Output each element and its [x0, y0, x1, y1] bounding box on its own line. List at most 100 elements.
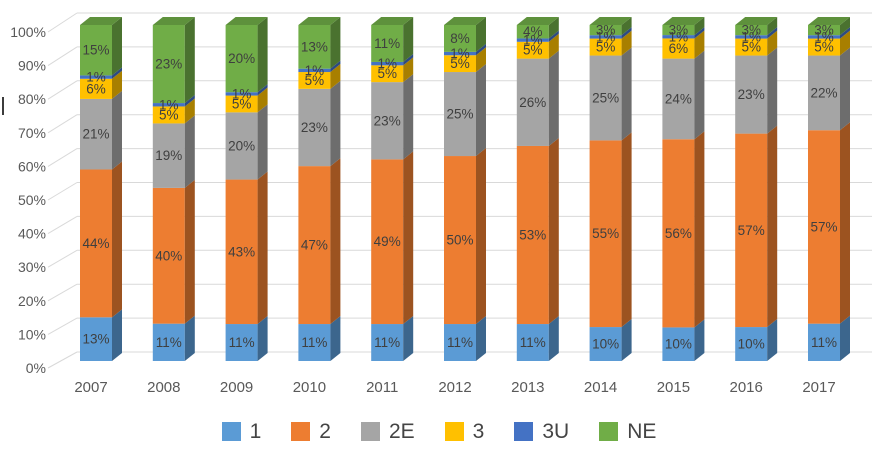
- bar-top-face: [80, 17, 122, 25]
- bar-segment-2E-2012: [444, 72, 476, 157]
- bar-segment-1-2008: [152, 323, 185, 361]
- bar-segment-side-face: [621, 47, 632, 141]
- bar-segment-side-face: [330, 60, 341, 73]
- data-label-2E-2017: 22%: [810, 85, 837, 100]
- bar-segment-2E-2016: [735, 55, 768, 134]
- bar-segment-3U-2009: [225, 92, 258, 96]
- bar-segment-side-face: [330, 17, 341, 69]
- bar-segment-3U-2017: [808, 35, 840, 39]
- bar-segment-side-face: [403, 74, 414, 160]
- bar-segment-side-face: [257, 87, 268, 113]
- bar-segment-side-face: [403, 57, 414, 83]
- data-label-NE-2010: 13%: [301, 39, 328, 54]
- bar-segment-side-face: [184, 95, 195, 107]
- bar-segment-side-face: [257, 171, 268, 325]
- bar-segment-side-face: [112, 70, 122, 99]
- x-axis-category-label: 2015: [657, 379, 690, 396]
- data-label-2E-2008: 19%: [155, 148, 182, 163]
- gridline-connector: [47, 317, 78, 335]
- bar-segment-2-2015: [662, 139, 695, 328]
- bar-top-face: [298, 17, 341, 25]
- data-label-3-2015: 6%: [669, 41, 689, 56]
- data-label-2-2011: 49%: [374, 234, 401, 249]
- y-axis-tick-label: 20%: [18, 293, 46, 309]
- bar-segment-side-face: [621, 17, 632, 36]
- legend-label: 2E: [388, 420, 415, 443]
- data-label-1-2015: 10%: [665, 337, 692, 352]
- data-label-2-2015: 56%: [665, 226, 692, 241]
- data-label-NE-2015: 3%: [669, 23, 689, 38]
- data-label-3-2012: 5%: [450, 56, 470, 71]
- text-cursor-artifact: [2, 97, 4, 115]
- data-label-NE-2013: 4%: [523, 24, 543, 39]
- data-label-NE-2016: 3%: [741, 23, 761, 38]
- data-label-2-2008: 40%: [155, 248, 182, 263]
- data-label-1-2016: 10%: [738, 337, 765, 352]
- bar-segment-side-face: [184, 315, 195, 361]
- bar-segment-side-face: [840, 315, 850, 361]
- data-label-3U-2017: 1%: [814, 29, 834, 44]
- bar-segment-NE-2014: [589, 25, 622, 36]
- data-label-2E-2007: 21%: [82, 127, 109, 142]
- bar-top-face: [808, 17, 850, 25]
- data-label-3U-2013: 1%: [523, 33, 543, 48]
- bar-segment-2-2017: [808, 130, 840, 324]
- legend-swatch-icon: [514, 422, 534, 441]
- legend-label: 2: [319, 420, 331, 443]
- x-axis-category-label: 2010: [293, 379, 326, 396]
- bar-segment-side-face: [694, 27, 705, 39]
- data-label-2E-2016: 23%: [738, 87, 765, 102]
- y-axis-tick-label: 70%: [18, 125, 46, 141]
- legend-label: NE: [627, 420, 657, 443]
- data-label-2-2013: 53%: [519, 228, 546, 243]
- bar-top-face: [735, 17, 778, 25]
- bar-segment-3-2008: [152, 106, 185, 124]
- bar-segment-2E-2015: [662, 58, 695, 140]
- bar-segment-side-face: [548, 316, 559, 361]
- bar-segment-3U-2008: [152, 103, 185, 107]
- data-label-3-2007: 6%: [86, 81, 106, 96]
- bar-segment-side-face: [330, 80, 341, 167]
- data-label-1-2014: 10%: [592, 337, 619, 352]
- data-label-NE-2011: 11%: [374, 36, 400, 51]
- bar-segment-side-face: [112, 309, 122, 361]
- bar-top-face: [371, 17, 414, 25]
- bar-segment-3-2014: [589, 38, 622, 56]
- bar-segment-side-face: [548, 137, 559, 325]
- x-axis-category-label: 2017: [802, 379, 835, 396]
- bar-segment-side-face: [621, 319, 632, 361]
- bar-segment-2E-2017: [808, 55, 840, 131]
- data-label-3U-2012: 1%: [450, 46, 470, 61]
- data-label-2E-2013: 26%: [519, 95, 546, 110]
- legend-label: 3U: [542, 420, 570, 443]
- legend-swatch-icon: [221, 422, 241, 441]
- bar-segment-NE-2008: [152, 25, 185, 104]
- bar-segment-2-2013: [516, 145, 549, 325]
- data-label-NE-2009: 20%: [228, 51, 255, 66]
- bar-segment-NE-2013: [516, 25, 549, 39]
- legend-swatch-icon: [444, 422, 464, 441]
- bar-segment-side-face: [840, 17, 850, 36]
- bar-segment-side-face: [476, 17, 486, 52]
- bar-top-face: [225, 17, 268, 25]
- bar-segment-1-2011: [371, 324, 404, 361]
- bar-segment-2E-2013: [516, 58, 549, 146]
- bar-segment-3-2016: [735, 38, 768, 56]
- bar-segment-3-2015: [662, 38, 695, 59]
- bar-segment-2E-2010: [298, 88, 331, 167]
- legend-item-NE: NE: [599, 421, 656, 442]
- data-label-2E-2014: 25%: [592, 90, 619, 105]
- bar-segment-side-face: [767, 17, 778, 36]
- legend-item-3U: 3U: [514, 421, 569, 442]
- bar-segment-side-face: [767, 125, 778, 328]
- gridline-connector: [47, 351, 78, 369]
- data-label-2-2009: 43%: [228, 244, 255, 259]
- chart-legend: 1 2 2E 3 3U NE: [0, 421, 878, 442]
- bar-segment-NE-2011: [371, 25, 404, 62]
- data-label-3U-2011: 1%: [377, 56, 397, 71]
- bar-segment-3U-2015: [662, 35, 695, 39]
- bar-segment-side-face: [184, 17, 195, 104]
- gridline-connector: [47, 12, 78, 33]
- bar-segment-2-2009: [225, 179, 258, 325]
